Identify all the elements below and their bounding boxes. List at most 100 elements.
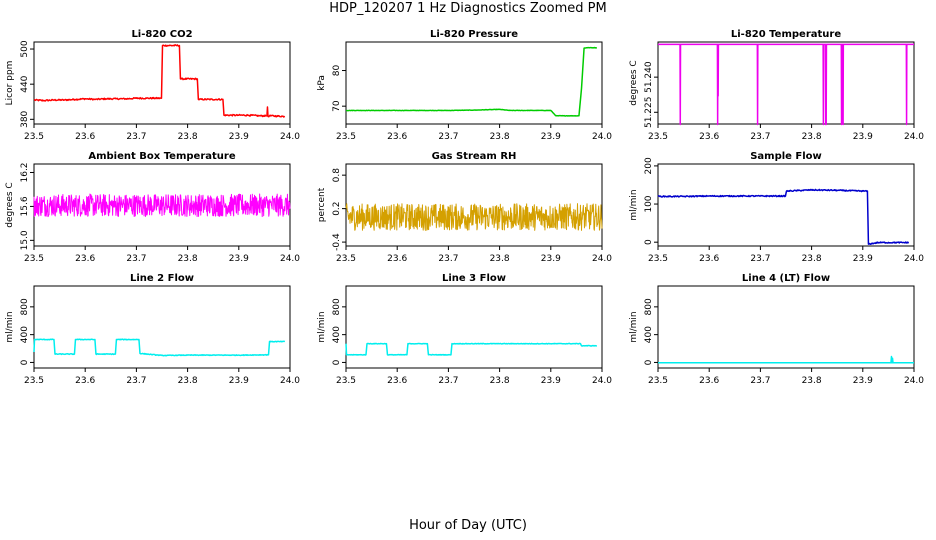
plot-frame — [345, 163, 603, 247]
x-tick-label: 23.6 — [387, 376, 407, 386]
y-axis-label: degrees C — [629, 60, 639, 105]
panel-3: Li-820 Temperature 23.5 23.6 23.7 23.8 23.9 24… — [629, 29, 924, 142]
y-axis-label: ml/min — [629, 311, 639, 342]
x-tick-label: 23.7 — [438, 376, 458, 386]
x-tick-label: 23.9 — [541, 254, 561, 264]
plot-frame — [657, 41, 915, 125]
x-tick-label: 23.5 — [24, 376, 44, 386]
y-tick-label: 15.6 — [20, 196, 30, 216]
x-tick-label: 24.0 — [592, 376, 612, 386]
y-axis-label: Licor ppm — [5, 61, 15, 106]
x-tick-label: 23.9 — [541, 132, 561, 142]
x-tick-label: 23.5 — [336, 254, 356, 264]
y-tick-label: 80 — [332, 65, 342, 77]
x-tick-label: 24.0 — [904, 254, 924, 264]
x-tick-label: 23.6 — [387, 254, 407, 264]
x-tick-label: 23.8 — [178, 376, 198, 386]
x-tick-label: 23.8 — [802, 132, 822, 142]
x-tick-label: 23.9 — [853, 376, 873, 386]
y-tick-label: 800 — [332, 298, 342, 315]
x-tick-label: 23.8 — [490, 132, 510, 142]
panel-title: Ambient Box Temperature — [88, 151, 235, 162]
y-axis-label: ml/min — [5, 311, 15, 342]
panel-7: Line 2 Flow 23.5 23.6 23.7 23.8 23.9 24.0 0 400 8… — [5, 273, 300, 386]
series-line — [33, 44, 286, 118]
x-tick-label: 23.7 — [126, 254, 146, 264]
x-tick-label: 23.9 — [229, 376, 249, 386]
panel-5: Gas Stream RH 23.5 23.6 23.7 23.8 23.9 24.0 -0.… — [317, 151, 612, 264]
panel-title: Li-820 CO2 — [131, 29, 192, 40]
plot-frame — [345, 41, 603, 125]
y-tick-label: 15.0 — [20, 230, 30, 250]
y-tick-label: 70 — [332, 100, 342, 112]
y-axis-label: ml/min — [629, 189, 639, 220]
x-tick-label: 23.6 — [75, 254, 95, 264]
series-line — [658, 355, 914, 364]
plot-frame — [657, 285, 915, 369]
x-tick-label: 23.6 — [699, 132, 719, 142]
y-tick-label: 0.8 — [332, 168, 342, 183]
x-tick-label: 23.8 — [802, 376, 822, 386]
x-tick-label: 24.0 — [280, 254, 300, 264]
x-tick-label: 23.9 — [229, 132, 249, 142]
series-line — [657, 188, 909, 245]
y-tick-label: 16.2 — [20, 162, 30, 182]
x-tick-label: 23.5 — [24, 254, 44, 264]
x-tick-label: 23.7 — [750, 254, 770, 264]
y-tick-label: 800 — [644, 298, 654, 315]
x-tick-label: 24.0 — [904, 132, 924, 142]
x-tick-label: 23.8 — [490, 254, 510, 264]
y-tick-label: 400 — [20, 326, 30, 343]
x-tick-label: 24.0 — [280, 132, 300, 142]
panel-title: Line 3 Flow — [442, 273, 506, 284]
x-tick-label: 23.6 — [75, 132, 95, 142]
x-tick-label: 23.6 — [699, 376, 719, 386]
panel-title: Li-820 Pressure — [430, 29, 518, 40]
series-line — [345, 203, 603, 231]
panel-title: Line 4 (LT) Flow — [742, 273, 830, 284]
panel-8: Line 3 Flow 23.5 23.6 23.7 23.8 23.9 24.0 0 400 8… — [317, 273, 612, 386]
x-tick-label: 23.6 — [75, 376, 95, 386]
x-tick-label: 23.7 — [438, 132, 458, 142]
panel-1: Li-820 CO2 23.5 23.6 23.7 23.8 23.9 24.0 380 440… — [5, 29, 300, 142]
plot-frame — [33, 41, 291, 125]
y-axis-label: percent — [317, 187, 327, 222]
y-tick-label: 0 — [644, 239, 654, 245]
plot-frame — [33, 285, 291, 369]
figure-title: HDP_120207 1 Hz Diagnostics Zoomed PM — [329, 1, 607, 16]
y-tick-label: 380 — [20, 110, 30, 127]
x-tick-label: 23.8 — [178, 132, 198, 142]
x-tick-label: 23.9 — [853, 132, 873, 142]
panel-4: Ambient Box Temperature 23.5 23.6 23.7 23.8 2… — [5, 151, 300, 264]
x-tick-label: 23.7 — [438, 254, 458, 264]
x-tick-label: 23.8 — [178, 254, 198, 264]
panel-title: Sample Flow — [750, 151, 822, 162]
x-tick-label: 23.9 — [853, 254, 873, 264]
x-tick-label: 23.5 — [648, 376, 668, 386]
x-tick-label: 23.9 — [541, 376, 561, 386]
x-axis-label: Hour of Day (UTC) — [409, 518, 527, 533]
series-line — [33, 338, 286, 357]
series-line — [345, 46, 598, 117]
panel-title: Li-820 Temperature — [731, 29, 841, 40]
y-tick-label: 800 — [20, 298, 30, 315]
panel-6: Sample Flow 23.5 23.6 23.7 23.8 23.9 24.0 0 100 2… — [629, 151, 924, 264]
x-tick-label: 23.9 — [229, 254, 249, 264]
y-tick-label: 100 — [644, 195, 654, 212]
x-tick-label: 23.7 — [750, 132, 770, 142]
x-tick-label: 23.7 — [750, 376, 770, 386]
y-tick-label: 51.225 — [644, 97, 654, 128]
series-line — [33, 193, 291, 218]
y-tick-label: 440 — [20, 75, 30, 92]
x-tick-label: 24.0 — [904, 376, 924, 386]
y-axis-label: degrees C — [5, 182, 15, 227]
x-tick-label: 23.7 — [126, 376, 146, 386]
panel-9: Line 4 (LT) Flow 23.5 23.6 23.7 23.8 23.9 24.0… — [629, 273, 924, 386]
plot-frame — [345, 285, 603, 369]
panel-2: Li-820 Pressure 23.5 23.6 23.7 23.8 23.9 24.0 7… — [317, 29, 612, 142]
x-tick-label: 23.5 — [648, 132, 668, 142]
series-line — [345, 342, 598, 356]
y-tick-label: 400 — [644, 326, 654, 343]
x-tick-label: 23.5 — [648, 254, 668, 264]
